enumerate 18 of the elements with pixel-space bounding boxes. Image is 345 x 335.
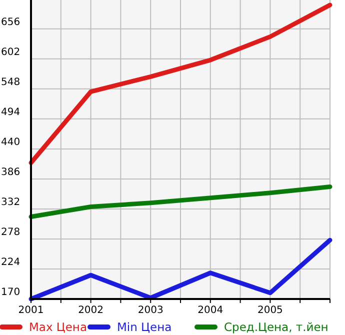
x-tick-label: 2004 (198, 305, 224, 316)
y-tick-label: 224 (1, 256, 20, 268)
x-tick-label: 2003 (138, 305, 164, 316)
y-tick-label: 170 (1, 287, 20, 298)
y-tick-label: 386 (1, 166, 20, 178)
x-tick-label: 2001 (18, 305, 44, 316)
y-tick-label: 548 (1, 76, 20, 88)
x-tick-label: 2002 (78, 305, 104, 316)
x-tick-label: 2005 (257, 305, 283, 316)
y-tick-label: 440 (1, 136, 20, 148)
legend-label: Сред.Цена, т.йен (224, 320, 328, 334)
y-tick-label: 278 (1, 226, 20, 238)
y-tick-label: 602 (1, 46, 20, 58)
legend-label: Min Цена (117, 320, 172, 334)
y-tick-label: 332 (1, 196, 20, 208)
y-tick-label: 656 (1, 16, 20, 28)
y-tick-label: 494 (1, 106, 20, 118)
legend-label: Max Цена (29, 320, 87, 334)
